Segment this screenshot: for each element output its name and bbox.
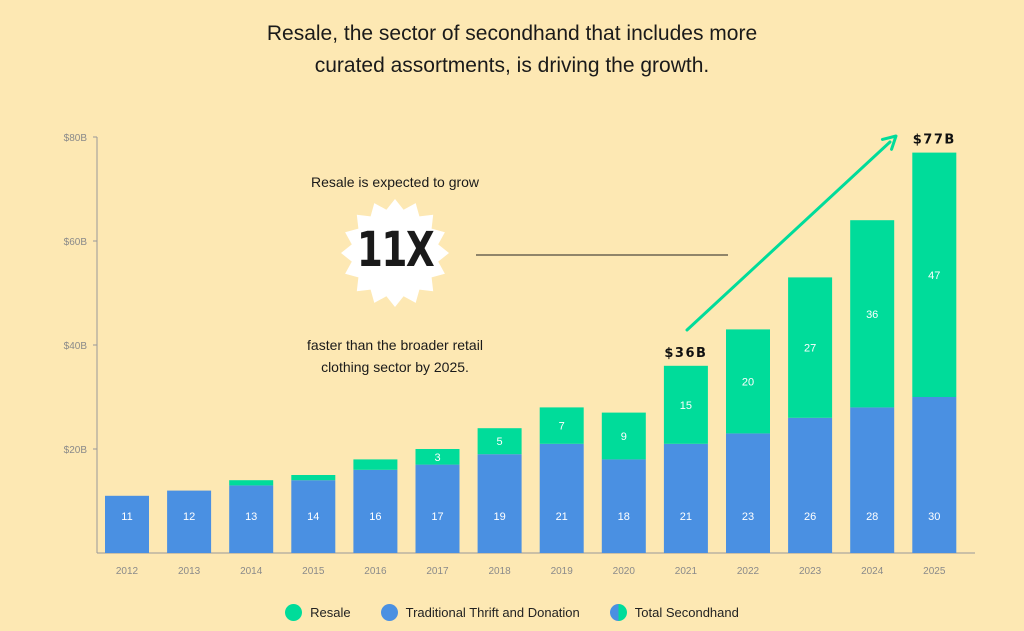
legend-swatch-resale [285,604,303,621]
y-tick-label: $80B [64,133,88,144]
bar-resale [291,475,336,481]
data-label-traditional: 30 [928,511,940,523]
callout-top-text: Resale is expected to grow [310,174,480,190]
multiplier-text: 11X [356,222,435,278]
data-label-traditional: 12 [183,511,195,523]
x-tick-label: 2023 [799,566,822,577]
data-label-traditional: 18 [618,511,630,523]
x-tick-label: 2022 [737,566,760,577]
data-label-traditional: 14 [307,511,319,523]
y-tick-label: $20B [64,445,88,456]
growth-arrow-line [685,140,892,332]
legend-item-traditional: Traditional Thrift and Donation [380,604,580,621]
y-tick-label: $40B [64,341,88,352]
data-label-resale: 47 [928,270,940,282]
bar-resale [477,428,522,455]
bar-traditional [105,495,149,553]
x-tick-label: 2012 [116,566,139,577]
growth-arrow-head [880,134,898,151]
bar-traditional [229,485,274,553]
data-label-resale: 3 [434,452,440,464]
data-label-traditional: 13 [245,511,257,523]
data-label-traditional: 16 [369,511,381,523]
callout-bottom-text: faster than the broader retail clothing … [270,334,520,378]
bar-resale [539,407,584,444]
data-label-traditional: 11 [121,511,132,523]
data-label-traditional: 26 [804,511,816,523]
data-label-traditional: 28 [866,511,878,523]
bar-traditional [353,469,398,553]
data-label-traditional: 21 [680,511,692,523]
data-label-resale: 15 [680,400,692,412]
bar-resale [229,480,274,486]
y-tick-label: $60B [64,237,88,248]
title-line-2: curated assortments, is driving the grow… [314,54,710,77]
x-tick-label: 2019 [551,566,574,577]
bar-resale [353,459,398,470]
callout-bottom-line-1: faster than the broader retail [307,337,483,353]
legend-swatch-traditional [380,604,398,621]
data-label-resale: 27 [804,343,816,355]
x-tick-label: 2013 [178,566,201,577]
bar-traditional [726,433,770,553]
data-label-traditional: 21 [556,511,568,523]
legend-label-traditional: Traditional Thrift and Donation [405,605,580,620]
bar-traditional [912,397,957,553]
bar-resale [663,365,708,444]
x-tick-label: 2021 [675,566,698,577]
x-tick-label: 2025 [923,566,946,577]
x-tick-label: 2014 [240,566,263,577]
x-tick-label: 2024 [861,566,884,577]
total-annotation: $36B [664,346,707,361]
starburst-badge: 11X [335,198,455,308]
bar-traditional [663,443,708,553]
title-line-1: Resale, the sector of secondhand that in… [266,22,758,45]
bar-resale [726,329,770,434]
data-label-resale: 7 [559,421,565,433]
bar-traditional [415,464,460,553]
legend-swatch-total [609,604,627,621]
bar-traditional [850,407,895,553]
callout-bottom-line-2: clothing sector by 2025. [321,359,469,375]
bar-resale [415,449,460,465]
bar-resale [601,412,646,460]
x-tick-label: 2015 [302,566,325,577]
data-label-resale: 36 [866,309,878,321]
growth-callout: Resale is expected to grow 11X faster th… [270,174,520,378]
total-annotation: $77B [913,133,956,148]
data-label-traditional: 23 [742,511,754,523]
x-tick-label: 2017 [426,566,449,577]
legend-item-total: Total Secondhand [609,604,739,621]
bar-traditional [539,443,584,553]
bar-traditional [601,459,646,553]
bar-traditional [788,417,833,553]
bar-traditional [291,480,336,553]
data-label-resale: 20 [742,376,754,388]
chart-title: Resale, the sector of secondhand that in… [0,18,1024,82]
stacked-bar-chart: $20B$40B$60B$80B112012122013132014142015… [64,133,975,577]
x-tick-label: 2016 [364,566,387,577]
data-label-traditional: 17 [431,511,443,523]
bar-resale [912,152,957,397]
legend-label-total: Total Secondhand [634,605,739,620]
bar-traditional [167,490,212,553]
x-tick-label: 2020 [613,566,636,577]
chart-legend: Resale Traditional Thrift and Donation T… [0,604,1024,621]
x-tick-label: 2018 [488,566,511,577]
legend-item-resale: Resale [285,604,351,621]
legend-label-resale: Resale [310,605,351,620]
bar-traditional [477,454,522,553]
data-label-resale: 9 [621,431,627,443]
data-label-traditional: 19 [493,511,505,523]
data-label-resale: 5 [497,436,503,448]
bar-resale [850,220,895,408]
starburst-icon [341,199,449,307]
bar-resale [788,277,833,418]
